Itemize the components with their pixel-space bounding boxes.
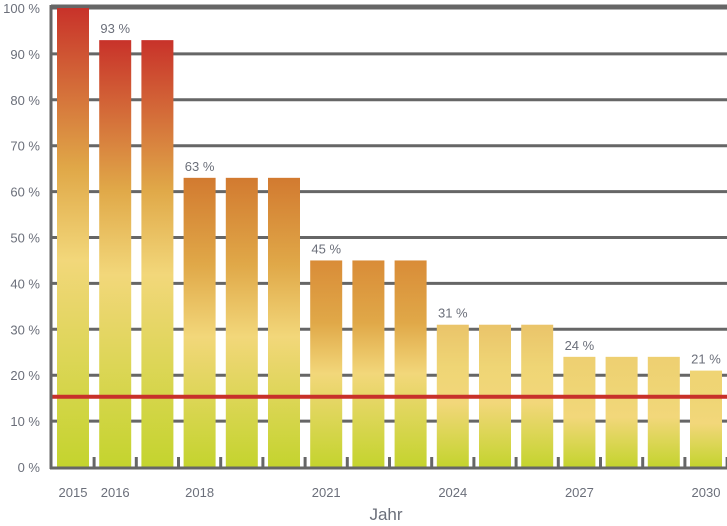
bar-2022 [352, 260, 385, 467]
x-tick-label: 2015 [59, 485, 88, 500]
y-tick-label: 40 % [10, 276, 40, 291]
data-label: 31 % [438, 306, 468, 321]
bar-2019 [225, 177, 258, 467]
y-tick-label: 100 % [3, 1, 40, 16]
x-tick-label: 2027 [565, 485, 594, 500]
y-tick-label: 70 % [10, 139, 40, 154]
x-tick-label: 2018 [185, 485, 214, 500]
y-tick-label: 60 % [10, 185, 40, 200]
bar-2023 [394, 260, 427, 467]
data-label: 21 % [691, 352, 721, 367]
data-label: 24 % [565, 338, 595, 353]
x-axis-label: Jahr [369, 505, 402, 524]
data-label: 63 % [185, 159, 215, 174]
y-tick-label: 0 % [18, 460, 41, 475]
bar-2028 [605, 356, 638, 467]
y-tick-label: 10 % [10, 414, 40, 429]
y-tick-label: 80 % [10, 93, 40, 108]
y-tick-label: 50 % [10, 231, 40, 246]
y-tick-label: 20 % [10, 368, 40, 383]
bar-2020 [268, 177, 300, 467]
bar-2029 [647, 356, 680, 467]
bar-2030 [690, 370, 722, 467]
axes: 0 % 10 % 20 % 30 % 40 % 50 % 60 % 70 % 80 % 90 % 1… [3, 1, 727, 500]
data-label: 45 % [311, 241, 341, 256]
x-tick-label: 2021 [312, 485, 341, 500]
y-tick-label: 30 % [10, 322, 40, 337]
data-label: 93 % [100, 21, 130, 36]
bar-2027 [563, 356, 596, 467]
x-tick-label: 2024 [438, 485, 467, 500]
x-tick-label: 2030 [692, 485, 721, 500]
y-tick-label: 90 % [10, 47, 40, 62]
data-labels: 93 % 63 % 45 % 31 % 24 % 21 % [100, 21, 721, 366]
bar-2015 [57, 8, 89, 467]
bar-2021 [310, 260, 343, 467]
bar-2017 [141, 40, 174, 467]
bar-2016 [99, 40, 132, 467]
bar-2018 [183, 177, 216, 467]
x-tick-label: 2016 [101, 485, 130, 500]
